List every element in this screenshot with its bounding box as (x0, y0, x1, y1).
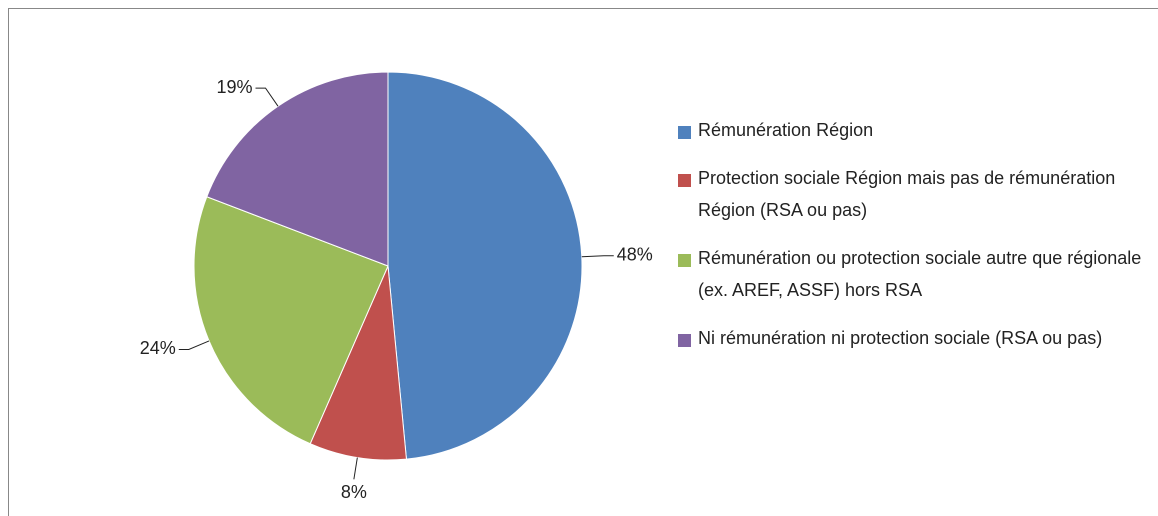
legend-swatch (678, 254, 691, 267)
data-label: 24% (140, 338, 176, 358)
pie-slice (206, 71, 389, 267)
legend-entry: Ni rémunération ni protection sociale (R… (678, 328, 1158, 354)
legend-entry: Protection sociale Région mais pas de ré… (678, 168, 1158, 226)
pie-slice (309, 264, 407, 461)
legend-swatch (678, 126, 691, 139)
legend-label: Protection sociale Région mais pas de ré… (698, 168, 1116, 220)
chart-frame (8, 8, 1158, 516)
pie-slice (387, 71, 583, 460)
legend-label: Rémunération ou protection sociale autre… (698, 248, 1142, 300)
data-label: 19% (216, 77, 252, 97)
leader-line (353, 457, 358, 480)
legend-label: Rémunération Région (698, 120, 874, 140)
leader-line (581, 255, 614, 258)
legend-label: Ni rémunération ni protection sociale (R… (698, 328, 1103, 348)
data-label: 48% (617, 244, 653, 264)
legend-swatch (678, 334, 691, 347)
legend: Rémunération Région Protection sociale Ré… (678, 120, 1158, 376)
leader-line (178, 340, 210, 350)
legend-entry: Rémunération Région (678, 120, 1158, 146)
leader-line (255, 87, 279, 107)
data-label: 8% (341, 482, 367, 502)
legend-entry: Rémunération ou protection sociale autre… (678, 248, 1158, 306)
legend-swatch (678, 174, 691, 187)
